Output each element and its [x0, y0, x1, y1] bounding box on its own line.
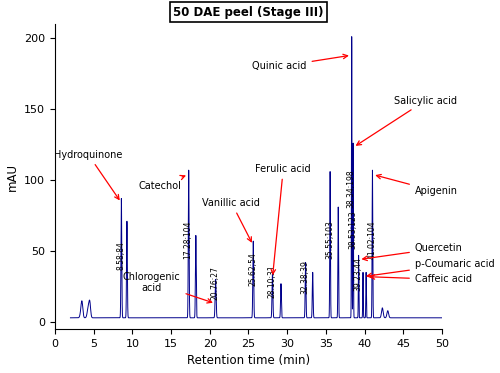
Text: 17.28;104: 17.28;104 — [184, 220, 192, 259]
Text: 28.10;31: 28.10;31 — [268, 264, 276, 298]
Text: 8.58;84: 8.58;84 — [116, 241, 125, 270]
Text: p-Coumaric acid: p-Coumaric acid — [367, 259, 494, 278]
Text: 38.53;123: 38.53;123 — [348, 210, 357, 248]
Text: 20.76;27: 20.76;27 — [210, 267, 220, 300]
Text: Ferulic acid: Ferulic acid — [256, 164, 311, 274]
Text: 39.23;44: 39.23;44 — [354, 257, 362, 291]
Text: 32.38;39: 32.38;39 — [300, 260, 310, 294]
Text: Salicylic acid: Salicylic acid — [356, 95, 457, 145]
Text: 41.02;104: 41.02;104 — [368, 220, 376, 259]
Text: Quinic acid: Quinic acid — [252, 54, 348, 72]
Text: 38.34;198: 38.34;198 — [346, 169, 356, 208]
Y-axis label: mAU: mAU — [6, 163, 18, 191]
Text: Caffeic acid: Caffeic acid — [370, 275, 472, 285]
Text: Catechol: Catechol — [138, 175, 185, 191]
X-axis label: Retention time (min): Retention time (min) — [187, 354, 310, 367]
Text: 25.62;54: 25.62;54 — [248, 252, 257, 286]
Text: Chlorogenic
acid: Chlorogenic acid — [123, 272, 212, 303]
Text: Hydroquinone: Hydroquinone — [54, 150, 122, 199]
Title: 50 DAE peel (Stage III): 50 DAE peel (Stage III) — [173, 6, 324, 19]
Text: Apigenin: Apigenin — [376, 175, 458, 197]
Text: Vanillic acid: Vanillic acid — [202, 198, 260, 242]
Text: 35.55;103: 35.55;103 — [325, 220, 334, 259]
Text: Quercetin: Quercetin — [362, 243, 462, 261]
